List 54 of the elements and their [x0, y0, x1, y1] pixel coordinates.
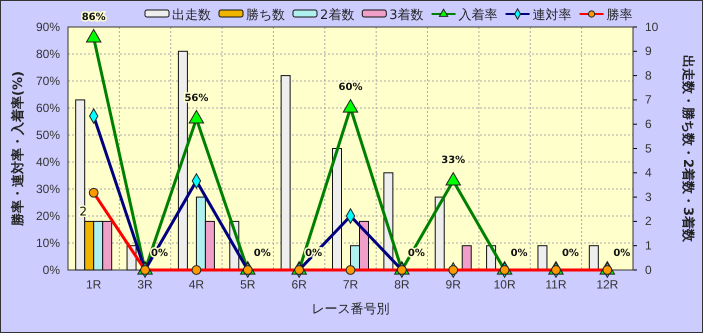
- data-label: 60%: [338, 82, 362, 93]
- y-tick-label: 70%: [36, 74, 60, 88]
- data-label: 86%: [82, 12, 106, 23]
- y2-tick-label: 6: [645, 117, 652, 132]
- y-tick-label: 60%: [36, 100, 60, 115]
- y-tick-label: 0%: [42, 262, 60, 277]
- data-label: 0%: [510, 248, 528, 259]
- y-tick-label: 20%: [36, 208, 60, 223]
- x-tick-label: 5R: [240, 278, 256, 292]
- x-tick-label: 4R: [188, 278, 204, 292]
- y-axis-title: 勝率・連対率・入着率(%): [10, 71, 26, 227]
- legend-label: 3着数: [389, 7, 424, 23]
- y-tick-label: 40%: [36, 154, 60, 169]
- y-tick-label: 90%: [36, 20, 60, 34]
- legend-label: 出走数: [172, 8, 211, 23]
- x-tick-label: 10R: [494, 278, 516, 292]
- legend-label: 入着率: [458, 7, 498, 23]
- data-label: 0%: [254, 248, 271, 259]
- x-tick-label: 11R: [545, 278, 567, 292]
- bar: [332, 148, 342, 270]
- y2-axis-title: 出走数・勝ち数・2着数・3着数: [680, 54, 696, 244]
- legend-label: 勝率: [606, 7, 633, 23]
- y2-tick-label: 5: [645, 141, 652, 156]
- y2-tick-label: 3: [645, 190, 652, 204]
- y-tick-label: 80%: [36, 46, 60, 61]
- bar: [588, 245, 599, 270]
- data-label: 0%: [562, 248, 579, 259]
- bar: [462, 245, 472, 270]
- x-tick-label: 7R: [342, 278, 358, 292]
- x-tick-label: 6R: [291, 278, 308, 292]
- bar: [280, 75, 291, 270]
- y2-tick-label: 8: [645, 68, 652, 82]
- x-tick-label: 3R: [137, 278, 154, 292]
- y-tick-label: 30%: [36, 182, 60, 196]
- x-tick-label: 9R: [446, 278, 462, 292]
- x-tick-label: 1R: [86, 278, 102, 292]
- legend-label: 連対率: [532, 7, 572, 23]
- y2-tick-label: 9: [645, 44, 652, 58]
- y2-tick-label: 1: [645, 238, 652, 253]
- legend-label: 勝ち数: [246, 8, 285, 23]
- legend-label: 2着数: [320, 7, 354, 23]
- y2-tick-label: 0: [645, 262, 652, 277]
- y2-tick-label: 10: [645, 20, 659, 34]
- x-tick-label: 12R: [596, 278, 619, 292]
- data-label: 33%: [441, 154, 466, 166]
- x-axis-title: レース番号別: [312, 302, 390, 317]
- y2-tick-label: 7: [645, 92, 652, 107]
- data-label: 0%: [613, 248, 630, 259]
- x-tick-label: 8R: [394, 278, 410, 292]
- y2-tick-label: 4: [645, 166, 652, 180]
- y2-tick-label: 2: [645, 214, 652, 228]
- y-tick-label: 50%: [36, 128, 60, 142]
- bar: [537, 245, 548, 270]
- y-tick-label: 10%: [36, 236, 60, 250]
